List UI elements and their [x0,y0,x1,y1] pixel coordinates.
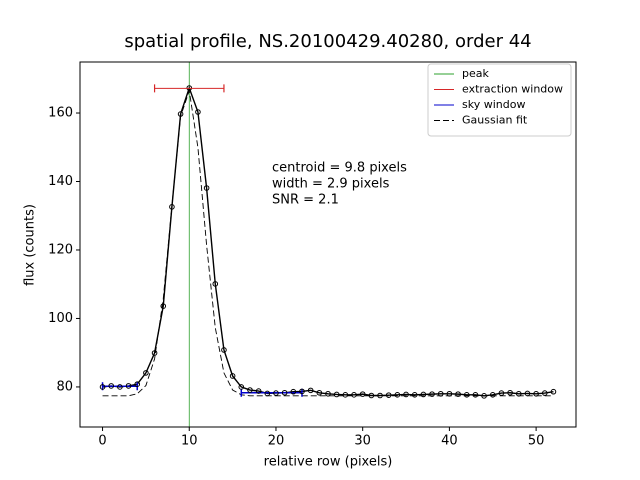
y-tick-label: 100 [48,311,73,326]
chart-title: spatial profile, NS.20100429.40280, orde… [124,31,531,52]
data-point [229,373,236,379]
data-point [507,389,513,396]
data-point [411,392,418,398]
data-point [281,389,288,396]
x-tick-label: 0 [98,434,106,449]
y-tick-label: 120 [48,242,73,257]
data-point [160,303,167,309]
data-point [498,390,505,396]
data-point [125,383,132,389]
y-tick-label: 140 [48,174,73,189]
data-point [264,390,271,397]
y-tick-label: 80 [56,379,73,394]
data-point [377,392,383,399]
data-point [541,390,548,396]
data-point [177,111,184,117]
data-point [550,388,557,395]
legend-label: sky window [462,98,525,111]
data-point [307,387,314,394]
data-point [403,391,409,398]
data-point [316,389,323,396]
data-point [489,392,496,398]
data-point [238,384,245,390]
data-point [143,370,149,376]
x-tick-label: 40 [441,434,458,449]
data-point [299,388,305,395]
data-point [108,383,115,389]
data-point [420,391,427,398]
x-tick-label: 20 [268,434,285,449]
plot-frame [79,61,577,428]
data-point [437,390,444,397]
data-point [203,185,210,191]
data-point [221,347,227,353]
data-point [472,392,479,398]
data-point [195,109,201,115]
data-point [99,384,106,390]
data-point [446,390,453,397]
data-point [359,391,366,397]
data-point [455,391,461,397]
data-point [481,393,487,399]
data-point [394,392,401,398]
annotation: centroid = 9.8 pixels [272,161,407,176]
data-point [134,381,141,387]
data-point [333,391,340,398]
data-point [117,384,123,390]
data-point [255,388,262,394]
x-tick-label: 10 [181,434,198,449]
data-point [247,387,253,393]
fit-line [102,90,554,397]
data-point [169,204,175,210]
legend-label: peak [462,67,489,80]
x-tick-label: 30 [354,434,371,449]
annotation: SNR = 2.1 [272,193,339,208]
x-tick-label: 50 [528,434,545,449]
data-point [273,390,279,396]
y-axis-label: flux (counts) [23,204,38,286]
data-point [342,392,349,398]
data-point [463,392,470,398]
data-point [325,390,331,397]
data-point [385,392,392,398]
data-point [212,281,219,287]
data-point [533,390,539,397]
data-point [290,388,297,395]
x-axis-label: relative row (pixels) [264,455,393,470]
y-tick-label: 160 [48,106,73,121]
data-point [429,391,435,397]
annotation: width = 2.9 pixels [272,177,390,192]
legend-label: Gaussian fit [462,114,528,127]
data-point [515,390,522,397]
legend-label: extraction window [462,83,563,96]
data-point [524,390,531,397]
data-point [351,392,357,398]
data-point [151,350,158,356]
data-point [368,392,375,399]
legend-box [427,63,572,137]
